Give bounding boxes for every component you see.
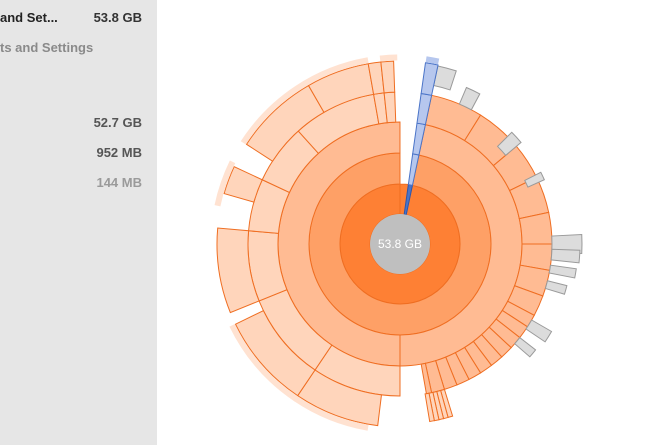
folder-size: 52.7 GB xyxy=(93,115,142,130)
sunburst-ring-5-segment[interactable] xyxy=(223,165,263,203)
sunburst-selected-segment[interactable] xyxy=(420,62,439,96)
sunburst-selected-rim[interactable] xyxy=(425,56,440,65)
folder-name: and Set... xyxy=(0,10,58,25)
sunburst-gray-segment[interactable] xyxy=(496,131,522,157)
sunburst-outer-rim[interactable] xyxy=(240,57,369,145)
sunburst-gray-segment[interactable] xyxy=(525,319,553,343)
folder-row-parent-path[interactable]: ts and Settings xyxy=(0,37,157,59)
sunburst-gray-segment[interactable] xyxy=(433,65,457,91)
folder-row-2[interactable]: 952 MB xyxy=(0,142,157,164)
sunburst-ring-5-segment[interactable] xyxy=(380,60,396,94)
sunburst-gray-segment[interactable] xyxy=(514,336,537,358)
folder-row-1[interactable]: 52.7 GB xyxy=(0,112,157,134)
sunburst-ring-5-segment[interactable] xyxy=(216,227,260,314)
sunburst-ring-5-segment[interactable] xyxy=(234,309,316,397)
sunburst-chart[interactable]: 53.8 GB xyxy=(157,0,650,445)
sunburst-ring-5-small-segment[interactable] xyxy=(424,392,435,423)
sunburst-outer-rim[interactable] xyxy=(214,160,236,207)
folder-path-label: ts and Settings xyxy=(0,40,94,55)
folder-row-3[interactable]: 144 MB xyxy=(0,172,157,194)
sunburst-outer-rim[interactable] xyxy=(229,323,298,402)
sunburst-gray-segment[interactable] xyxy=(548,264,577,279)
sidebar-folder-list: and Set... 53.8 GB ts and Settings 52.7 … xyxy=(0,0,157,445)
folder-row-documents-and-settings[interactable]: and Set... 53.8 GB xyxy=(0,7,157,29)
sunburst-outer-rim[interactable] xyxy=(379,54,398,62)
sunburst-gray-segment[interactable] xyxy=(544,280,568,295)
sunburst-gray-segment[interactable] xyxy=(524,171,545,188)
folder-size: 952 MB xyxy=(96,145,142,160)
folder-size: 144 MB xyxy=(96,175,142,190)
center-size-label: 53.8 GB xyxy=(378,237,422,251)
folder-size: 53.8 GB xyxy=(93,10,142,25)
sunburst-gray-segment[interactable] xyxy=(550,248,581,264)
sunburst-ring-4-segment[interactable] xyxy=(518,211,553,245)
sunburst-gray-segment[interactable] xyxy=(458,86,481,111)
center-disc[interactable] xyxy=(370,214,430,274)
sunburst-chart-area: 53.8 GB xyxy=(157,0,650,445)
